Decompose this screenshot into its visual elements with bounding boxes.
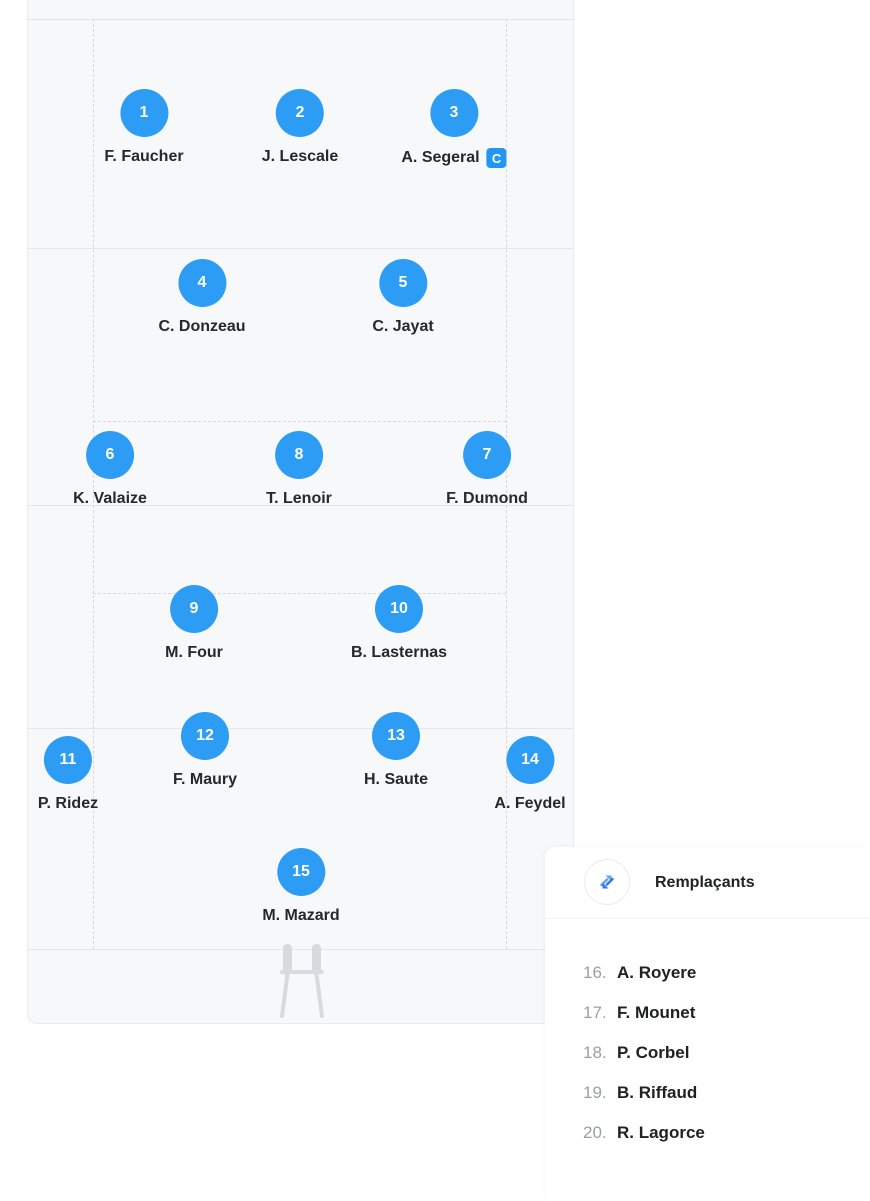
player-number-badge: 2 — [276, 89, 324, 137]
player-name: J. Lescale — [261, 148, 339, 165]
player-number: 5 — [398, 274, 408, 291]
field-dashed-line — [93, 19, 94, 949]
player-number: 15 — [292, 863, 310, 880]
player-number-badge: 11 — [43, 736, 92, 784]
player-marker-5[interactable]: 5 C. Jayat — [372, 259, 434, 336]
player-number: 14 — [521, 751, 539, 768]
player-name: M. Four — [165, 644, 223, 661]
player-number: 8 — [294, 446, 304, 463]
player-number-badge: 7 — [462, 431, 511, 479]
player-number: 1 — [139, 104, 149, 121]
field-dashed-line — [506, 19, 507, 949]
player-number: 13 — [387, 727, 405, 744]
player-marker-2[interactable]: 2 J. Lescale — [261, 89, 339, 166]
player-number-badge: 14 — [505, 736, 554, 784]
field-line — [28, 728, 573, 729]
player-marker-15[interactable]: 15 M. Mazard — [262, 848, 340, 925]
substitute-name: P. Corbel — [617, 1043, 690, 1062]
player-name: A. Segeral C — [401, 148, 507, 168]
substitute-name: R. Lagorce — [617, 1123, 705, 1142]
player-name: B. Lasternas — [350, 644, 448, 661]
player-marker-12[interactable]: 12 F. Maury — [173, 712, 237, 789]
player-number-badge: 4 — [178, 259, 226, 307]
player-name: T. Lenoir — [266, 490, 332, 507]
player-number-badge: 5 — [379, 259, 427, 307]
substitute-name: A. Royere — [617, 963, 697, 982]
player-name: P. Ridez — [37, 795, 99, 812]
substitute-number: 20. — [583, 1123, 607, 1142]
player-number-badge: 13 — [371, 712, 420, 760]
substitute-row[interactable]: 20. R. Lagorce — [545, 1113, 870, 1153]
player-name: F. Maury — [172, 771, 238, 788]
player-number-badge: 15 — [277, 848, 325, 896]
player-number: 12 — [196, 727, 214, 744]
player-name: C. Jayat — [372, 318, 434, 335]
substitute-number: 16. — [583, 963, 607, 982]
substitutes-panel: Remplaçants 16. A. Royere 17. F. Mounet … — [545, 847, 870, 1201]
substitute-name: F. Mounet — [617, 1003, 696, 1022]
field-dashed-line — [93, 593, 506, 594]
player-number: 6 — [105, 446, 115, 463]
player-marker-6[interactable]: 6 K. Valaize — [73, 431, 147, 508]
player-number-badge: 9 — [169, 585, 218, 633]
player-number: 2 — [295, 104, 305, 121]
player-number-badge: 3 — [429, 89, 478, 137]
substitute-number: 17. — [583, 1003, 607, 1022]
player-marker-9[interactable]: 9 M. Four — [165, 585, 223, 662]
field-line — [28, 19, 573, 20]
substitute-number: 19. — [583, 1083, 607, 1102]
field-line — [28, 505, 573, 506]
player-number-badge: 8 — [275, 431, 323, 479]
try-line — [28, 949, 573, 950]
player-number: 3 — [449, 104, 459, 121]
player-number: 10 — [390, 600, 408, 617]
player-number: 4 — [197, 274, 207, 291]
substitute-name: B. Riffaud — [617, 1083, 698, 1102]
player-name: F. Dumond — [446, 490, 528, 507]
player-marker-13[interactable]: 13 H. Saute — [364, 712, 428, 789]
player-marker-7[interactable]: 7 F. Dumond — [446, 431, 528, 508]
player-number: 7 — [482, 446, 492, 463]
player-number-badge: 10 — [374, 585, 423, 633]
substitutes-header: Remplaçants — [545, 847, 870, 918]
player-name: F. Faucher — [104, 148, 184, 165]
substitute-number: 18. — [583, 1043, 607, 1062]
substitute-row[interactable]: 19. B. Riffaud — [545, 1073, 870, 1113]
substitutes-list: 16. A. Royere 17. F. Mounet 18. P. Corbe… — [545, 953, 870, 1153]
player-marker-1[interactable]: 1 F. Faucher — [104, 89, 184, 166]
substitutes-title: Remplaçants — [655, 873, 755, 891]
player-marker-14[interactable]: 14 A. Feydel — [494, 736, 566, 813]
goal-posts-icon — [280, 944, 324, 1018]
captain-badge: C — [486, 148, 507, 168]
player-number-badge: 6 — [85, 431, 134, 479]
player-name: C. Donzeau — [158, 318, 246, 335]
player-marker-3[interactable]: 3 A. Segeral C — [401, 89, 507, 168]
swap-arrows-icon — [584, 859, 630, 905]
divider — [545, 918, 870, 919]
player-marker-10[interactable]: 10 B. Lasternas — [351, 585, 447, 662]
substitute-row[interactable]: 18. P. Corbel — [545, 1033, 870, 1073]
player-marker-11[interactable]: 11 P. Ridez — [38, 736, 98, 813]
substitute-row[interactable]: 17. F. Mounet — [545, 993, 870, 1033]
substitute-row[interactable]: 16. A. Royere — [545, 953, 870, 993]
player-name: M. Mazard — [262, 907, 340, 924]
field-dashed-line — [93, 421, 506, 422]
player-number: 9 — [189, 600, 199, 617]
player-number-badge: 12 — [180, 712, 229, 760]
player-name: A. Feydel — [494, 795, 566, 812]
player-number-badge: 1 — [119, 89, 168, 137]
field-line — [28, 248, 573, 249]
player-number: 11 — [59, 751, 77, 768]
player-marker-4[interactable]: 4 C. Donzeau — [158, 259, 246, 336]
player-marker-8[interactable]: 8 T. Lenoir — [266, 431, 332, 508]
player-name: H. Saute — [363, 771, 429, 788]
player-name: K. Valaize — [73, 490, 147, 507]
